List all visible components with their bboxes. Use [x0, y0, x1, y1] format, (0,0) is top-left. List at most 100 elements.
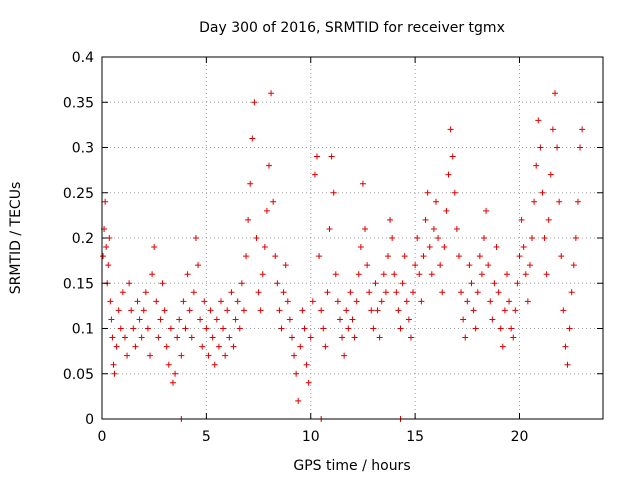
- data-point: [347, 289, 354, 296]
- data-point: [380, 271, 387, 278]
- data-point: [305, 379, 312, 386]
- y-tick-label: 0.25: [63, 186, 94, 202]
- data-point: [303, 361, 310, 368]
- data-point: [251, 99, 258, 106]
- data-point: [117, 325, 124, 332]
- data-point: [439, 289, 446, 296]
- data-point: [274, 280, 281, 287]
- data-point: [560, 307, 567, 314]
- y-tick-label: 0.4: [72, 50, 94, 66]
- data-point: [529, 235, 536, 241]
- data-point: [464, 298, 471, 305]
- data-point: [220, 325, 227, 332]
- data-point: [174, 334, 181, 341]
- data-point: [485, 262, 492, 269]
- data-point: [393, 289, 400, 296]
- data-point: [278, 325, 285, 332]
- data-point: [541, 235, 548, 241]
- data-point: [140, 307, 147, 314]
- data-point: [324, 289, 331, 296]
- data-point: [334, 298, 341, 305]
- data-point: [483, 207, 490, 214]
- data-point: [180, 298, 187, 305]
- data-point: [562, 343, 569, 350]
- data-point: [549, 126, 556, 133]
- data-point: [286, 316, 293, 323]
- data-point: [128, 307, 135, 314]
- data-point: [489, 316, 496, 323]
- data-point: [195, 262, 202, 269]
- data-point: [176, 316, 183, 323]
- data-point: [253, 235, 260, 241]
- data-point: [355, 271, 362, 278]
- data-point: [349, 316, 356, 323]
- data-point: [503, 271, 510, 278]
- data-point: [343, 307, 350, 314]
- data-point: [455, 253, 462, 260]
- data-point: [103, 244, 110, 251]
- data-point: [391, 271, 398, 278]
- data-point: [199, 343, 206, 350]
- data-point: [320, 325, 327, 332]
- data-point: [516, 253, 523, 260]
- data-point: [372, 280, 379, 287]
- chart-title: Day 300 of 2016, SRMTID for receiver tgm…: [199, 20, 505, 36]
- data-point: [151, 244, 158, 251]
- data-point: [433, 198, 439, 205]
- data-point: [458, 289, 465, 296]
- axis-ticks: [101, 56, 603, 420]
- data-point: [172, 370, 179, 377]
- data-point: [153, 298, 160, 305]
- data-point: [510, 334, 517, 341]
- data-point: [126, 280, 133, 287]
- data-point: [412, 262, 419, 269]
- data-point: [577, 144, 584, 151]
- data-points: [100, 90, 586, 422]
- data-point: [155, 334, 162, 341]
- data-point: [547, 171, 554, 178]
- data-point: [574, 198, 581, 205]
- data-point: [389, 235, 396, 241]
- data-point: [161, 307, 168, 314]
- data-point: [462, 334, 469, 341]
- data-point: [368, 307, 375, 314]
- y-tick-label: 0.05: [63, 367, 94, 383]
- data-point: [430, 225, 437, 232]
- data-point: [376, 334, 383, 341]
- data-point: [322, 343, 329, 350]
- y-tick-label: 0.15: [63, 276, 94, 292]
- data-point: [556, 198, 563, 205]
- data-point: [301, 325, 308, 332]
- data-point: [558, 253, 565, 260]
- data-point: [215, 343, 222, 350]
- data-point: [424, 189, 431, 196]
- data-point: [243, 253, 250, 260]
- data-point: [428, 271, 435, 278]
- data-point: [441, 244, 448, 251]
- y-tick-labels: 0 0.05 0.1 0.15 0.2 0.25 0.3 0.35 0.4: [63, 50, 94, 428]
- data-point: [255, 289, 262, 296]
- data-point: [238, 280, 245, 287]
- data-point: [449, 153, 456, 160]
- data-point: [543, 271, 550, 278]
- data-point: [481, 235, 488, 241]
- data-point: [493, 244, 500, 251]
- data-point: [397, 325, 404, 332]
- data-point: [197, 316, 204, 323]
- data-point: [445, 171, 452, 178]
- data-point: [476, 253, 483, 260]
- data-point: [416, 271, 423, 278]
- data-point: [478, 271, 485, 278]
- x-tick-label: 0: [98, 429, 107, 445]
- data-point: [249, 135, 256, 142]
- data-point: [184, 271, 191, 278]
- y-tick-label: 0: [85, 412, 94, 428]
- data-point: [280, 289, 287, 296]
- data-point: [205, 352, 212, 359]
- data-point: [307, 334, 314, 341]
- data-point: [426, 244, 433, 251]
- data-point: [407, 334, 414, 341]
- data-point: [451, 189, 458, 196]
- data-point: [222, 352, 229, 359]
- data-point: [460, 316, 467, 323]
